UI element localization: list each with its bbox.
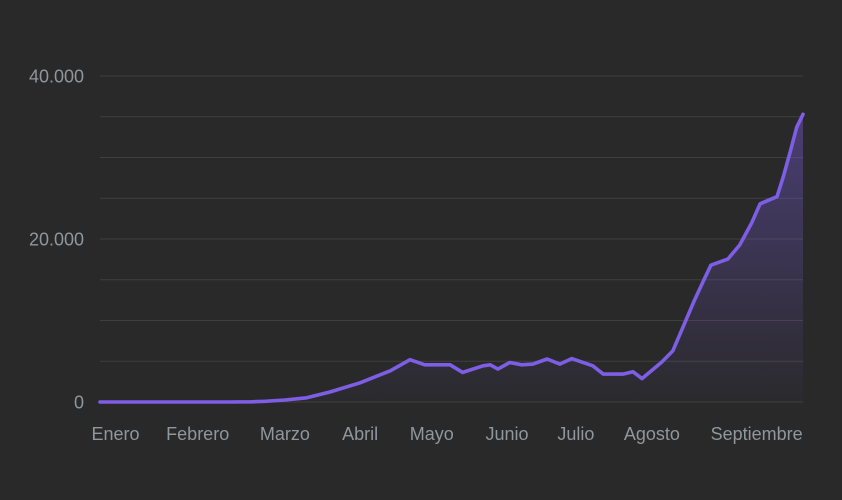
- y-axis-tick-label: 20.000: [29, 229, 84, 249]
- area-fill-group: [100, 114, 803, 403]
- series-line-group: [98, 112, 805, 404]
- x-axis-tick-labels: Enero Febrero Marzo Abril Mayo Junio Julio Agos…: [91, 424, 802, 444]
- y-axis-tick-label: 0: [74, 392, 84, 412]
- x-axis-tick-label: Febrero: [166, 424, 229, 444]
- y-axis-tick-labels: 0 20.000 40.000: [29, 66, 84, 412]
- gridlines-group: [100, 75, 803, 403]
- series-area-fill: [100, 114, 803, 403]
- x-axis-tick-label: Enero: [91, 424, 139, 444]
- series-line: [98, 112, 805, 404]
- x-axis-tick-label: Mayo: [410, 424, 454, 444]
- x-axis-tick-label: Marzo: [260, 424, 310, 444]
- x-axis-tick-label: Agosto: [624, 424, 680, 444]
- x-axis-tick-label: Julio: [557, 424, 594, 444]
- y-axis-tick-label: 40.000: [29, 66, 84, 86]
- x-axis-tick-label: Septiembre: [711, 424, 803, 444]
- x-axis-tick-label: Junio: [485, 424, 528, 444]
- x-axis-tick-label: Abril: [342, 424, 378, 444]
